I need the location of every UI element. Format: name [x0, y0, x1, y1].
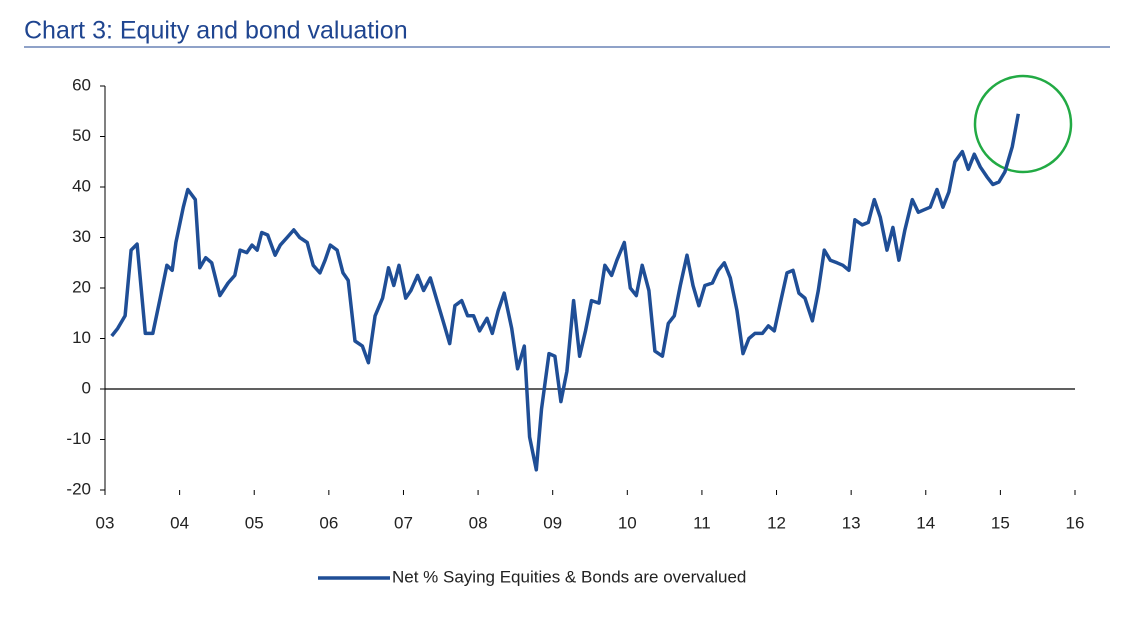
x-tick-label: 03: [96, 513, 115, 532]
y-tick-label: 20: [72, 277, 91, 296]
x-tick-label: 10: [618, 513, 637, 532]
y-tick-label: 30: [72, 227, 91, 246]
x-tick-label: 12: [767, 513, 786, 532]
x-tick-label: 13: [842, 513, 861, 532]
y-tick-label: 40: [72, 176, 91, 195]
x-tick-label: 08: [469, 513, 488, 532]
highlight-circle: [973, 74, 1073, 174]
x-tick-label: 05: [245, 513, 264, 532]
legend-label: Net % Saying Equities & Bonds are overva…: [392, 567, 746, 586]
y-tick-label: -20: [66, 479, 91, 498]
chart-title: Chart 3: Equity and bond valuation: [24, 17, 408, 45]
x-tick-label: 11: [693, 513, 711, 532]
y-tick-label: -10: [66, 429, 91, 448]
series-line: [110, 113, 1021, 472]
y-tick-label: 50: [72, 126, 91, 145]
x-tick-label: 06: [319, 513, 338, 532]
x-tick-label: 07: [394, 513, 413, 532]
x-tick-label: 14: [916, 513, 935, 532]
y-tick-label: 60: [72, 75, 91, 94]
x-tick-label: 09: [543, 513, 562, 532]
y-tick-label: 0: [82, 378, 91, 397]
y-tick-label: 10: [72, 328, 91, 347]
x-tick-label: 15: [991, 513, 1010, 532]
x-tick-label: 16: [1066, 513, 1085, 532]
x-tick-label: 04: [170, 513, 189, 532]
